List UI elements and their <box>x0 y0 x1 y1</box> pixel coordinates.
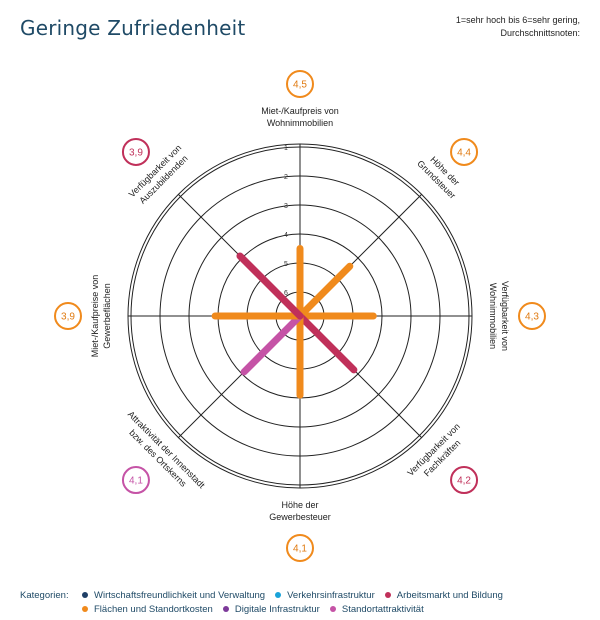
value-badge <box>54 302 82 330</box>
data-bar <box>296 312 358 374</box>
tick-label: 2 <box>284 174 288 181</box>
legend: Kategorien: Wirtschaftsfreundlichkeit un… <box>20 588 590 616</box>
scale-note-line-1: 1=sehr hoch bis 6=sehr gering, <box>455 15 580 25</box>
axis-label-line: Höhe der <box>281 500 318 510</box>
legend-item: Verkehrsinfrastruktur <box>275 590 375 601</box>
axis-label-line: Miet-/Kaufpreis von <box>261 106 339 116</box>
tick-label: 3 <box>284 203 288 210</box>
legend-item: Digitale Infrastruktur <box>222 603 320 615</box>
value-badge-label: 4,4 <box>457 147 471 158</box>
legend-label: Flächen und Standortkosten <box>94 603 213 615</box>
axis-label-line: Miet-/Kaufpreise von <box>90 275 100 358</box>
value-badge <box>121 466 150 495</box>
value-badge-label: 3,9 <box>61 312 75 323</box>
legend-item: Wirtschaftsfreundlichkeit und Verwaltung <box>82 590 265 601</box>
legend-row-1: Kategorien: Wirtschaftsfreundlichkeit un… <box>20 588 590 602</box>
legend-row-2: Flächen und Standortkosten Digitale Infr… <box>20 602 590 616</box>
axis-label: Miet-/Kaufpreis von Wohnimmobilien <box>261 106 339 128</box>
value-badge <box>286 70 314 98</box>
data-bar <box>236 252 304 320</box>
value-badge <box>121 137 150 166</box>
axis-label: Miet-/Kaufpreise von Gewerbeflächen <box>90 275 112 358</box>
axis-label-line: Wohnimmobilien <box>488 283 498 349</box>
value-badge-label: 4,1 <box>129 476 143 487</box>
axis-label-line: Gewerbesteuer <box>269 512 331 522</box>
value-badge <box>518 302 546 330</box>
value-badge <box>450 137 479 166</box>
chart-title: Geringe Zufriedenheit <box>20 16 246 40</box>
legend-item: Standortattraktivität <box>329 603 424 615</box>
data-bar <box>296 262 354 320</box>
data-bar <box>240 312 304 376</box>
tick-label: 6 <box>284 290 288 297</box>
scale-note: 1=sehr hoch bis 6=sehr gering, Durchschn… <box>380 14 580 40</box>
axis-label-line: Gewerbeflächen <box>102 283 112 349</box>
value-badge-label: 3,9 <box>129 147 143 158</box>
legend-label: Standortattraktivität <box>341 603 424 615</box>
legend-label: Digitale Infrastruktur <box>234 603 320 615</box>
axis-label-line: Wohnimmobilien <box>267 118 333 128</box>
legend-dot <box>329 606 336 612</box>
legend-label: Verkehrsinfrastruktur <box>287 589 375 601</box>
legend-dot <box>275 592 282 598</box>
value-badge-label: 4,1 <box>293 544 307 555</box>
axis-label-line: Verfügbarkeit von <box>500 281 510 351</box>
radar-chart: 1 2 3 4 5 6 Miet-/Kaufpreis von Wohnimmobilien 4… <box>54 70 546 562</box>
value-badge-label: 4,3 <box>525 312 539 323</box>
legend-item: Arbeitsmarkt und Bildung <box>384 589 503 601</box>
value-badge <box>286 534 314 562</box>
legend-dot <box>384 592 391 598</box>
value-badge-label: 4,2 <box>457 476 471 487</box>
legend-item: Flächen und Standortkosten <box>82 604 213 615</box>
value-badge-label: 4,5 <box>293 80 307 91</box>
scale-note-line-2: Durchschnittsnoten: <box>500 28 580 38</box>
legend-dot <box>82 606 88 612</box>
tick-label: 1 <box>284 145 288 152</box>
legend-heading: Kategorien: <box>20 589 69 601</box>
tick-label: 4 <box>284 232 288 239</box>
axis-label: Höhe der Gewerbesteuer <box>269 500 331 522</box>
value-badge <box>450 466 479 495</box>
legend-label: Arbeitsmarkt und Bildung <box>396 589 503 601</box>
legend-dot <box>82 592 88 598</box>
legend-label: Wirtschaftsfreundlichkeit und Verwaltung <box>94 589 266 601</box>
legend-dot <box>222 606 229 612</box>
tick-label: 5 <box>284 261 288 268</box>
